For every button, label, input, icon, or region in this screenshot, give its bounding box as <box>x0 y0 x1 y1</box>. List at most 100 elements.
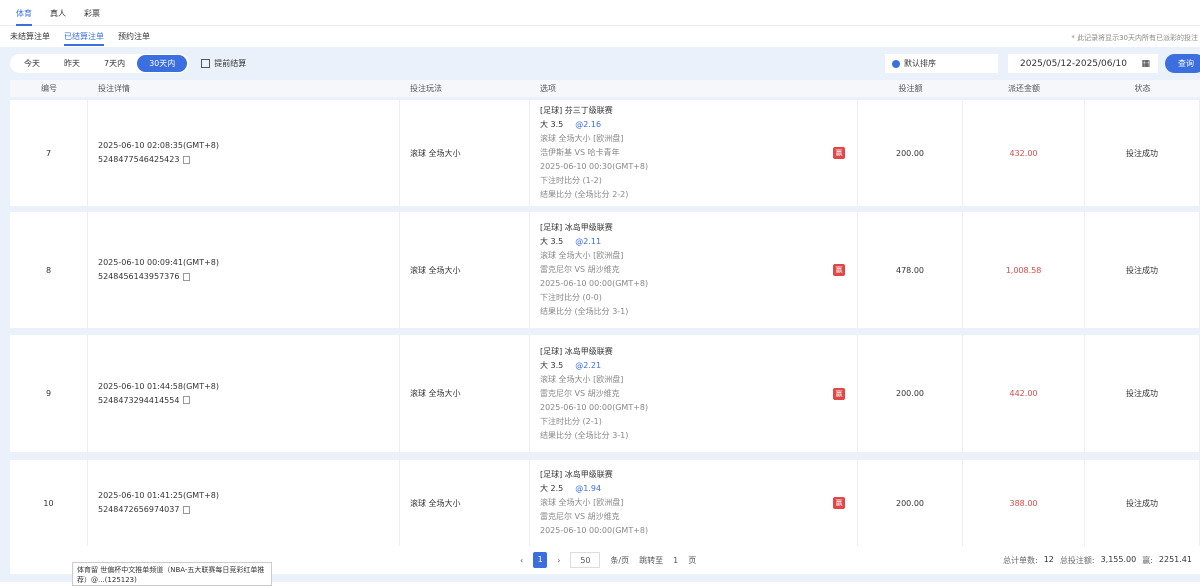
checkbox-icon <box>201 59 211 68</box>
status: 投注成功 <box>1126 389 1158 398</box>
cell-stake: 200.00 <box>858 335 963 452</box>
page-size-input[interactable]: 50 <box>570 552 601 568</box>
cell-status: 投注成功 <box>1085 100 1200 206</box>
cell-payout: 432.00 <box>963 100 1085 206</box>
col-header-option: 选项 <box>540 84 556 93</box>
odds: @2.16 <box>575 120 602 129</box>
cell-play: 滚球 全场大小 <box>400 100 530 206</box>
stake: 200.00 <box>896 498 924 508</box>
sub-tabs: 未结算注单 已结算注单 预约注单 * 此记录将显示30天内所有已派彩的投注 <box>0 26 1200 46</box>
table-row: 9 2025-06-10 01:44:58(GMT+8) 5248473294414… <box>10 335 1200 452</box>
payout: 388.00 <box>1009 498 1038 508</box>
bet-id: 5248477546425423 <box>98 155 180 164</box>
count-value: 12 <box>1043 554 1054 564</box>
match: 浩伊斯基 VS 哈卡青年 <box>540 148 620 157</box>
bet-score: 下注时比分 (2-1) <box>540 416 602 426</box>
col-header-stake: 投注额 <box>898 84 923 93</box>
tooltip: 体育留 世偏杯中文推单频道（NBA-五大联赛每日竞彩红单推荐）@...(1251… <box>72 562 272 586</box>
copy-icon[interactable] <box>183 505 191 514</box>
odds: @1.94 <box>575 484 602 493</box>
cell-play: 滚球 全场大小 <box>400 460 530 546</box>
cell-option: [足球] 冰岛甲级联赛大 3.5 @2.11 滚球 全场大小 [欧洲盘] 雷克尼尔 V… <box>530 212 858 328</box>
bet-score: 下注时比分 (1-2) <box>540 176 602 185</box>
tab-unsettled[interactable]: 未结算注单 <box>10 32 50 41</box>
period-selector: 今天 昨天 7天内 30天内 <box>10 54 190 73</box>
cell-detail: 2025-06-10 01:41:25(GMT+8) 52484726569740… <box>88 460 400 546</box>
period-today[interactable]: 今天 <box>24 59 40 68</box>
bet-time: 2025-06-10 02:08:35(GMT+8) <box>98 141 219 150</box>
period-7days[interactable]: 7天内 <box>104 59 126 68</box>
payout: 442.00 <box>1009 389 1038 398</box>
kickoff: 2025-06-10 00:30(GMT+8) <box>540 162 649 171</box>
prev-page-icon[interactable]: ‹ <box>520 555 524 565</box>
tab-reserved[interactable]: 预约注单 <box>118 32 150 41</box>
query-button[interactable]: 查询 <box>1165 54 1200 73</box>
per-page-label: 条/页 <box>610 555 630 565</box>
stake: 200.00 <box>896 148 924 158</box>
league: [足球] 冰岛甲级联赛 <box>540 346 613 356</box>
sort-select[interactable]: 默认排序 <box>885 54 998 73</box>
pick: 大 2.5 <box>540 484 564 493</box>
status: 投注成功 <box>1126 498 1158 508</box>
col-header-status: 状态 <box>1134 84 1151 93</box>
copy-icon[interactable] <box>183 155 191 164</box>
table-row: 10 2025-06-10 01:41:25(GMT+8) 524847265697… <box>10 460 1200 546</box>
bet-id: 5248472656974037 <box>98 505 180 514</box>
period-yesterday[interactable]: 昨天 <box>64 59 80 68</box>
win-label: 赢: <box>1142 555 1153 565</box>
result-score: 结果比分 (全场比分 3-1) <box>540 430 629 440</box>
cell-option: [足球] 冰岛甲级联赛大 2.5 @1.94 滚球 全场大小 [欧洲盘] 雷克尼尔 V… <box>530 460 858 546</box>
market: 滚球 全场大小 [欧洲盘] <box>540 134 624 143</box>
stake: 200.00 <box>896 389 924 398</box>
cell-detail: 2025-06-10 02:08:35(GMT+8) 52484775464254… <box>88 100 400 206</box>
win-badge: 赢 <box>833 147 845 159</box>
market: 滚球 全场大小 [欧洲盘] <box>540 498 624 507</box>
early-settle-label: 提前结算 <box>214 59 247 68</box>
col-header-detail: 投注详情 <box>98 84 130 93</box>
league: [足球] 冰岛甲级联赛 <box>540 223 613 232</box>
tab-live[interactable]: 真人 <box>50 9 66 18</box>
cell-no: 9 <box>10 335 88 452</box>
cell-payout: 442.00 <box>963 335 1085 452</box>
status: 投注成功 <box>1126 265 1158 275</box>
kickoff: 2025-06-10 00:00(GMT+8) <box>540 402 649 412</box>
cell-no: 10 <box>10 460 88 546</box>
early-settle-checkbox[interactable]: 提前结算 <box>201 58 246 69</box>
bet-id: 5248473294414554 <box>98 395 180 405</box>
cell-no: 7 <box>10 100 88 206</box>
period-30days[interactable]: 30天内 <box>137 55 188 72</box>
date-range-input[interactable]: 2025/05/12-2025/06/10 ▦ <box>1008 54 1158 73</box>
result-score: 结果比分 (全场比分 3-1) <box>540 307 629 316</box>
check-circle-icon <box>892 59 900 68</box>
kickoff: 2025-06-10 00:00(GMT+8) <box>540 526 649 535</box>
cell-stake: 200.00 <box>858 100 963 206</box>
win-value: 2251.41 <box>1158 554 1192 564</box>
copy-icon[interactable] <box>183 272 191 281</box>
copy-icon[interactable] <box>183 396 191 404</box>
bet-time: 2025-06-10 01:44:58(GMT+8) <box>98 381 219 391</box>
cell-detail: 2025-06-10 01:44:58(GMT+8) 52484732944145… <box>88 335 400 452</box>
market: 滚球 全场大小 [欧洲盘] <box>540 251 624 260</box>
next-page-icon[interactable]: › <box>557 555 561 565</box>
tab-settled[interactable]: 已结算注单 <box>64 31 104 46</box>
cell-detail: 2025-06-10 00:09:41(GMT+8) 52484561439573… <box>88 212 400 328</box>
odds: @2.21 <box>575 360 602 370</box>
table-header: 编号 投注详情 投注玩法 选项 投注额 派还金额 状态 <box>10 80 1200 97</box>
win-badge: 赢 <box>833 264 845 276</box>
main-panel: 今天 昨天 7天内 30天内 提前结算 默认排序 2025/05/12-2025… <box>0 47 1200 582</box>
status: 投注成功 <box>1126 148 1158 158</box>
pick: 大 3.5 <box>540 120 564 129</box>
cell-option: [足球] 芬三丁级联赛大 3.5 @2.16 滚球 全场大小 [欧洲盘] 浩伊斯基 V… <box>530 100 858 206</box>
stake-label: 总投注额: <box>1059 555 1095 565</box>
cell-payout: 1,008.58 <box>963 212 1085 328</box>
league: [足球] 冰岛甲级联赛 <box>540 470 613 479</box>
tab-lottery[interactable]: 彩票 <box>84 9 100 18</box>
goto-input[interactable]: 1 <box>673 555 679 565</box>
tab-sports[interactable]: 体育 <box>16 8 32 26</box>
sort-label: 默认排序 <box>904 59 936 68</box>
page-unit: 页 <box>688 555 697 565</box>
cell-stake: 200.00 <box>858 460 963 546</box>
row-number: 10 <box>43 498 54 508</box>
cell-status: 投注成功 <box>1085 212 1200 328</box>
page-1[interactable]: 1 <box>533 552 548 568</box>
